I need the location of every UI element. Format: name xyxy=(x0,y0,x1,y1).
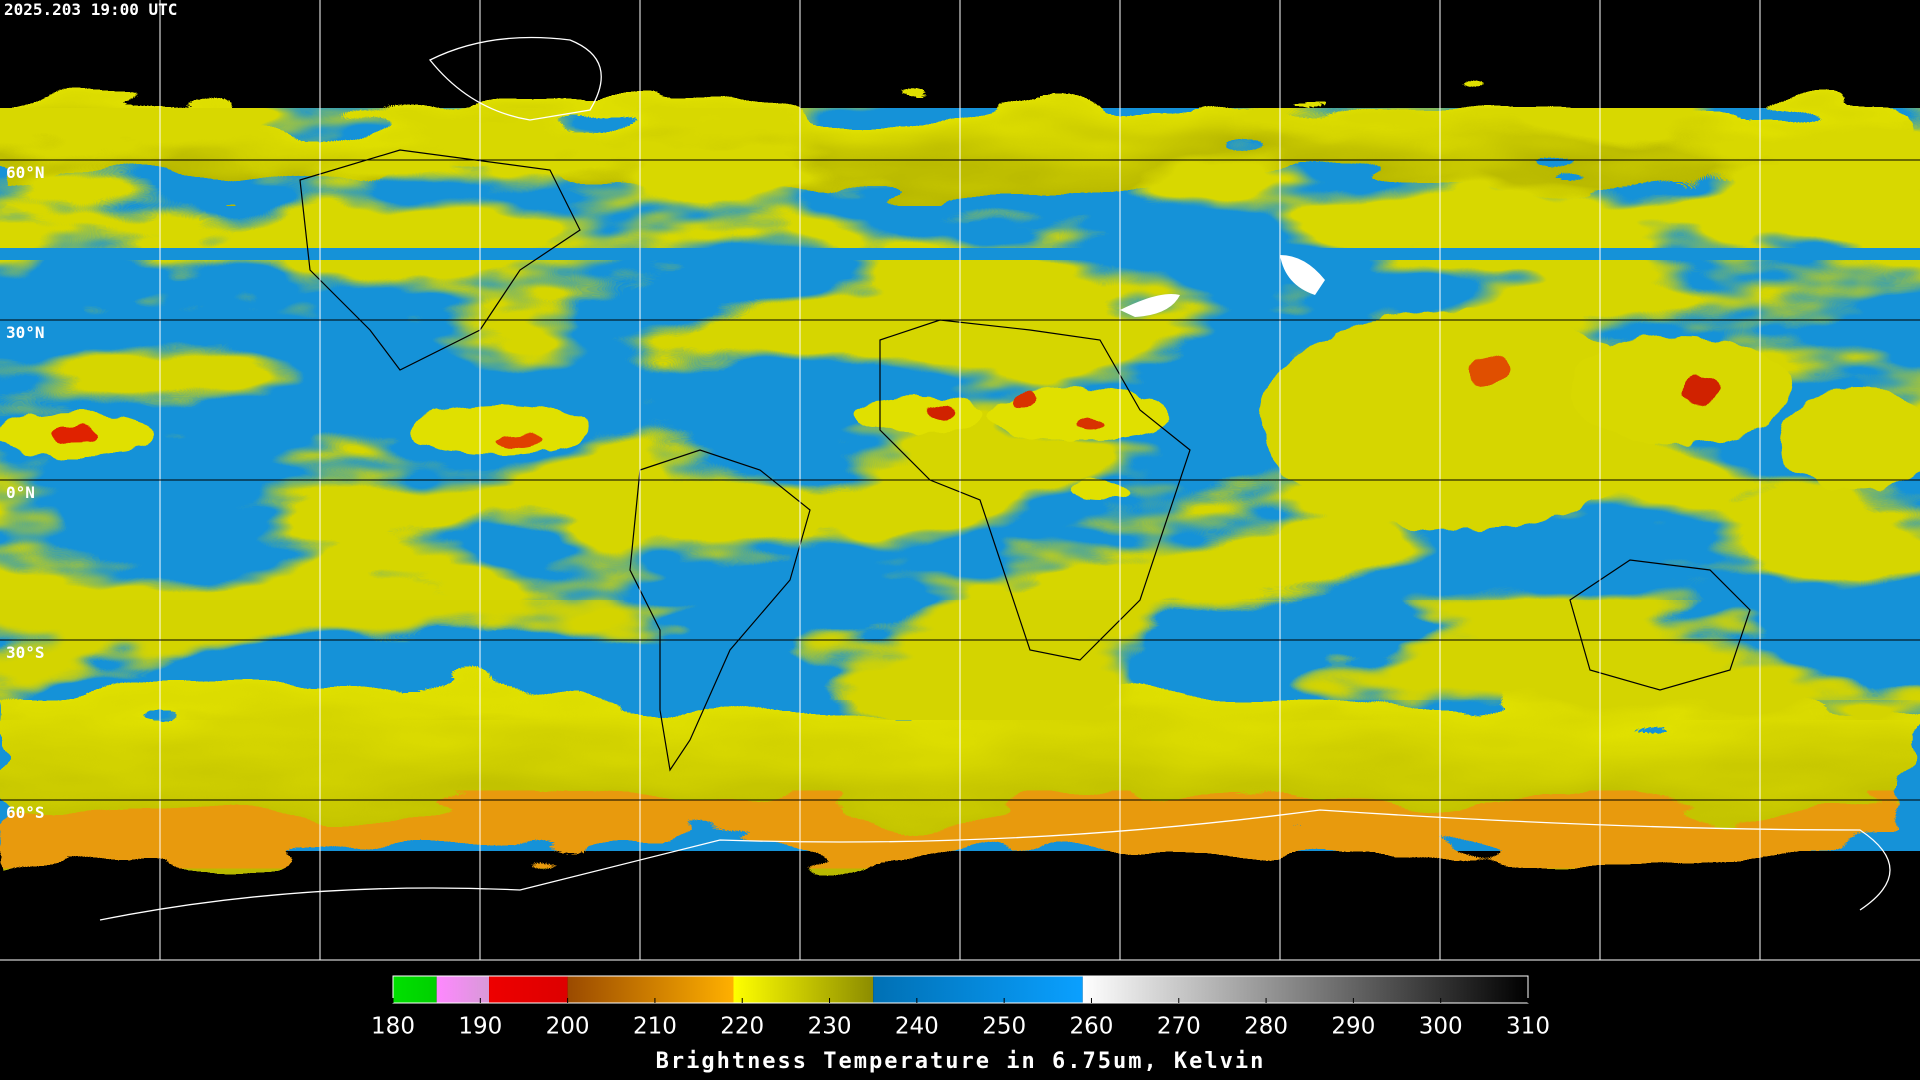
dry-air xyxy=(1120,255,1325,317)
polar-coastlines xyxy=(99,36,1891,921)
convection xyxy=(0,310,1920,530)
colorbar-segment xyxy=(436,976,490,1003)
colorbar-tick-label: 300 xyxy=(1419,1014,1463,1040)
colorbar-tick-label: 310 xyxy=(1506,1014,1550,1040)
colorbar-segment xyxy=(1082,976,1528,1003)
colorbar-tick-label: 210 xyxy=(633,1014,677,1040)
lat-label: 60°S xyxy=(6,803,45,822)
south-america-outline xyxy=(629,449,811,772)
colorbar: 180 190 200 210 220 230 240 250 260 270 280 290 300 3… xyxy=(371,975,1550,1074)
antarctica-outline xyxy=(99,809,1891,921)
colorbar-segment xyxy=(393,976,437,1003)
colorbar-title: Brightness Temperature in 6.75um, Kelvin xyxy=(656,1049,1266,1074)
colorbar-segment xyxy=(733,976,874,1003)
colorbar-tick-label: 270 xyxy=(1157,1014,1201,1040)
colorbar-tick-label: 220 xyxy=(720,1014,764,1040)
lat-label: 0°N xyxy=(6,483,35,502)
lat-label: 60°N xyxy=(6,163,45,182)
colorbar-tick-label: 190 xyxy=(458,1014,502,1040)
colorbar-tick-label: 200 xyxy=(546,1014,590,1040)
colorbar-segment xyxy=(567,976,734,1003)
colorbar-tick-label: 290 xyxy=(1331,1014,1375,1040)
timestamp: 2025.203 19:00 UTC xyxy=(4,0,177,19)
colorbar-segment xyxy=(873,976,1083,1003)
colorbar-segment xyxy=(489,976,568,1003)
graticule: 60°N 30°N 0°N 30°S 60°S xyxy=(0,0,1920,961)
africa-outline xyxy=(879,319,1191,661)
colorbar-tick-label: 240 xyxy=(895,1014,939,1040)
colorbar-tick-label: 260 xyxy=(1070,1014,1114,1040)
lat-label: 30°S xyxy=(6,643,45,662)
colorbar-tick-label: 280 xyxy=(1244,1014,1288,1040)
greenland-outline xyxy=(428,36,602,121)
colorbar-tick-label: 250 xyxy=(982,1014,1026,1040)
colorbar-frame xyxy=(392,975,1529,1004)
lat-label: 30°N xyxy=(6,323,45,342)
colorbar-tick-label: 230 xyxy=(808,1014,852,1040)
colorbar-tick-label: 180 xyxy=(371,1014,415,1040)
